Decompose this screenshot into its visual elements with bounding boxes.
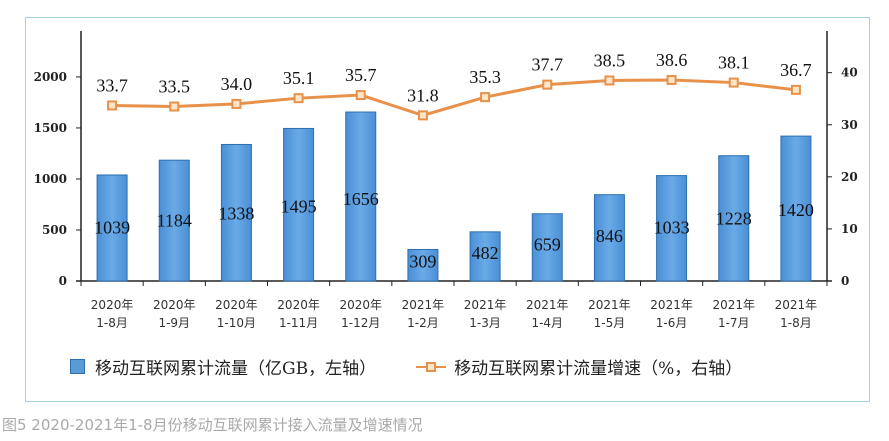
category-label: 2021年 — [588, 298, 631, 312]
right-tick-label: 20 — [841, 170, 858, 184]
growth-value-label: 35.7 — [345, 65, 377, 85]
bar-value-label: 482 — [472, 243, 499, 263]
bar-value-label: 1495 — [281, 196, 317, 216]
category-label: 1-2月 — [407, 316, 439, 330]
category-label: 2020年 — [339, 298, 382, 312]
right-tick-label: 40 — [841, 66, 858, 80]
bar-value-label: 659 — [534, 235, 561, 255]
category-label: 2021年 — [650, 298, 693, 312]
bar-value-label: 1184 — [157, 211, 192, 231]
bar — [407, 248, 439, 282]
category-label: 2021年 — [464, 298, 507, 312]
growth-marker — [542, 79, 553, 90]
category-label: 1-5月 — [594, 316, 626, 330]
bar — [220, 143, 252, 282]
bar — [531, 213, 563, 282]
bar — [780, 135, 812, 282]
category-label: 1-4月 — [531, 316, 563, 330]
bar — [283, 127, 315, 282]
right-tick-label: 30 — [841, 118, 858, 132]
bar-value-label: 1039 — [94, 217, 130, 237]
right-tick-label: 10 — [841, 222, 858, 236]
chart-frame — [25, 17, 870, 402]
bar-value-label: 1228 — [716, 209, 752, 229]
bar-value-label: 1656 — [343, 189, 379, 209]
growth-value-label: 38.5 — [594, 50, 626, 70]
category-label: 2021年 — [526, 298, 569, 312]
category-label: 1-11月 — [279, 316, 318, 330]
growth-marker — [231, 98, 242, 109]
left-tick-label: 500 — [42, 223, 67, 237]
growth-marker — [417, 110, 428, 121]
bar — [718, 155, 750, 282]
legend-line-label: 移动互联网累计流量增速（%，右轴） — [454, 359, 743, 379]
growth-marker — [728, 77, 739, 88]
category-label: 2020年 — [91, 298, 134, 312]
growth-marker — [107, 100, 118, 111]
bar — [158, 159, 190, 282]
left-tick-label: 2000 — [34, 70, 67, 84]
growth-value-label: 31.8 — [407, 85, 439, 105]
growth-marker — [666, 74, 677, 85]
category-label: 1-6月 — [656, 316, 688, 330]
bar-value-label: 1033 — [654, 218, 690, 238]
legend: 移动互联网累计流量（亿GB，左轴） 移动互联网累计流量增速（%，右轴） — [70, 354, 830, 379]
growth-value-label: 35.1 — [283, 68, 315, 88]
growth-value-label: 38.1 — [718, 53, 750, 73]
category-label: 2020年 — [277, 298, 320, 312]
growth-marker — [480, 92, 491, 103]
category-label: 1-12月 — [341, 316, 380, 330]
bar — [469, 231, 501, 282]
category-label: 1-3月 — [469, 316, 501, 330]
bar-value-label: 309 — [409, 251, 436, 271]
growth-value-label: 34.0 — [221, 74, 253, 94]
category-label: 1-8月 — [96, 316, 128, 330]
left-tick-label: 1500 — [34, 121, 67, 135]
bar — [96, 174, 128, 282]
bar — [345, 111, 377, 282]
legend-bar-swatch — [70, 359, 85, 374]
category-label: 2021年 — [402, 298, 445, 312]
growth-value-label: 37.7 — [532, 55, 564, 75]
category-label: 1-8月 — [780, 316, 812, 330]
bar-value-label: 1420 — [778, 200, 814, 220]
growth-marker — [355, 90, 366, 101]
growth-marker — [604, 75, 615, 86]
growth-value-label: 38.6 — [656, 50, 688, 70]
right-tick-label: 0 — [841, 274, 849, 288]
growth-value-label: 33.7 — [96, 75, 128, 95]
left-tick-label: 0 — [59, 274, 67, 288]
legend-line-swatch — [416, 360, 447, 374]
figure-caption: 图5 2020-2021年1-8月份移动互联网累计接入流量及增速情况 — [2, 416, 423, 434]
growth-line — [112, 78, 797, 117]
category-label: 2020年 — [153, 298, 196, 312]
growth-value-label: 33.5 — [159, 77, 191, 97]
category-label: 1-7月 — [718, 316, 750, 330]
growth-value-label: 35.3 — [469, 67, 501, 87]
category-label: 1-9月 — [158, 316, 190, 330]
category-label: 2021年 — [775, 298, 818, 312]
category-label: 2020年 — [215, 298, 258, 312]
category-label: 2021年 — [712, 298, 755, 312]
legend-bar-label: 移动互联网累计流量（亿GB，左轴） — [95, 359, 377, 379]
growth-value-label: 36.7 — [780, 60, 812, 80]
bar-value-label: 1338 — [218, 204, 254, 224]
growth-marker — [169, 101, 180, 112]
bar — [593, 194, 625, 282]
bar — [656, 175, 688, 282]
growth-marker — [293, 93, 304, 104]
growth-marker — [790, 84, 801, 95]
category-label: 1-10月 — [217, 316, 256, 330]
bar-value-label: 846 — [596, 226, 623, 246]
left-tick-label: 1000 — [34, 172, 67, 186]
